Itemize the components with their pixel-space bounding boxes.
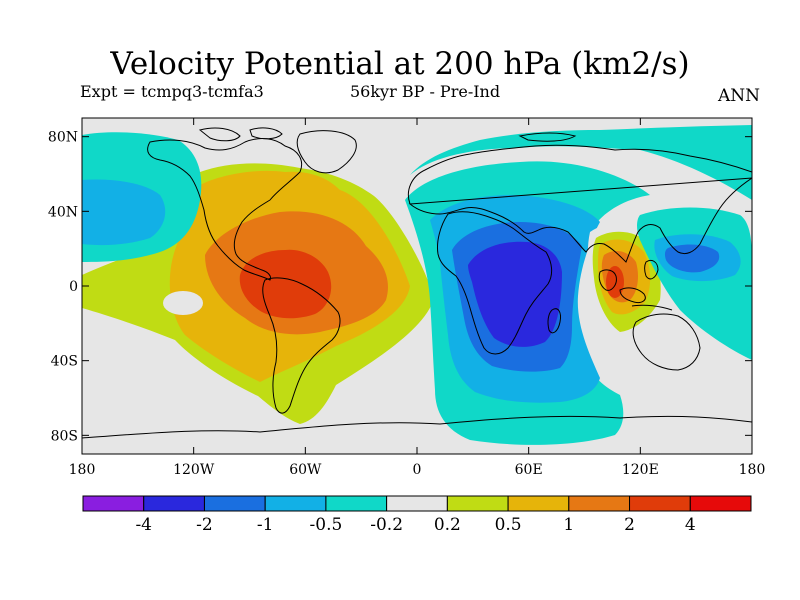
plot-title: Velocity Potential at 200 hPa (km2/s) bbox=[110, 46, 690, 82]
lon-tick-label: 120W bbox=[173, 462, 215, 478]
contour-minus2-africa bbox=[468, 241, 562, 347]
colorbar-swatch bbox=[203, 495, 266, 512]
coastline-arctic-islands bbox=[198, 127, 577, 142]
map-area bbox=[82, 118, 752, 454]
colorbar: -4 -2 -1 -0.5 -0.2 0.2 0.5 1 2 4 bbox=[82, 495, 752, 535]
lon-tick-label: 180 bbox=[69, 462, 96, 478]
colorbar-swatch bbox=[325, 495, 388, 512]
colorbar-swatch bbox=[143, 495, 205, 512]
coastline-africa bbox=[437, 211, 553, 355]
colorbar-swatch bbox=[629, 495, 691, 512]
colorbar-label: -0.5 bbox=[310, 515, 343, 535]
lat-tick-label: 80N bbox=[48, 130, 78, 146]
colorbar-label: 0.2 bbox=[434, 515, 461, 535]
lat-tick-label: 80S bbox=[51, 428, 78, 444]
colorbar-swatch bbox=[507, 495, 570, 512]
colorbar-swatch bbox=[264, 495, 327, 512]
coastline-madagascar bbox=[547, 308, 561, 334]
lon-tick-label: 180 bbox=[739, 462, 766, 478]
colorbar-swatch bbox=[446, 495, 509, 512]
season-label: ANN bbox=[718, 86, 761, 106]
lat-tick-label: 40S bbox=[51, 354, 78, 370]
experiment-label: Expt = tcmpq3-tcmfa3 bbox=[80, 82, 264, 101]
coastline-antarctica bbox=[82, 415, 752, 439]
coastline-greenland bbox=[296, 130, 357, 174]
coastline-southeast-asia-islands bbox=[598, 259, 673, 311]
colorbar-label: 2 bbox=[624, 515, 635, 535]
contour-minus1-west-pacific bbox=[664, 244, 720, 273]
colorbar-label: -4 bbox=[135, 515, 152, 535]
contour-4-maritime bbox=[606, 266, 624, 298]
colorbar-label: 4 bbox=[685, 515, 696, 535]
lon-tick-label: 0 bbox=[413, 462, 422, 478]
coastline-south-america bbox=[262, 277, 341, 414]
contour-0.2-hole bbox=[163, 291, 203, 315]
coastline-australia bbox=[632, 313, 701, 371]
lat-tick-label: 0 bbox=[69, 279, 78, 295]
period-label: 56kyr BP - Pre-Ind bbox=[350, 82, 501, 101]
colorbar-swatch bbox=[386, 495, 448, 512]
coastlines bbox=[82, 127, 752, 439]
colorbar-swatch bbox=[82, 495, 145, 512]
colorbar-label: -0.2 bbox=[370, 515, 403, 535]
lon-tick-label: 120E bbox=[622, 462, 659, 478]
coastline-eurasia bbox=[407, 144, 752, 263]
colorbar-label: 1 bbox=[563, 515, 574, 535]
map-axes: 80N 40N 0 40S 80S 180 120W 60W 0 60E 120E 180 bbox=[48, 118, 765, 478]
lon-tick-label: 60E bbox=[515, 462, 543, 478]
colorbar-swatch bbox=[568, 495, 631, 512]
lat-tick-label: 40N bbox=[48, 204, 78, 220]
lon-tick-label: 60W bbox=[289, 462, 322, 478]
colorbar-label: -1 bbox=[257, 515, 274, 535]
colorbar-swatch bbox=[689, 495, 752, 512]
colorbar-label: -2 bbox=[196, 515, 213, 535]
contour-4-americas bbox=[239, 249, 332, 319]
colorbar-label: 0.5 bbox=[495, 515, 522, 535]
contour-fills bbox=[82, 125, 752, 445]
contour-minus0.5-north-pacific bbox=[82, 179, 166, 246]
